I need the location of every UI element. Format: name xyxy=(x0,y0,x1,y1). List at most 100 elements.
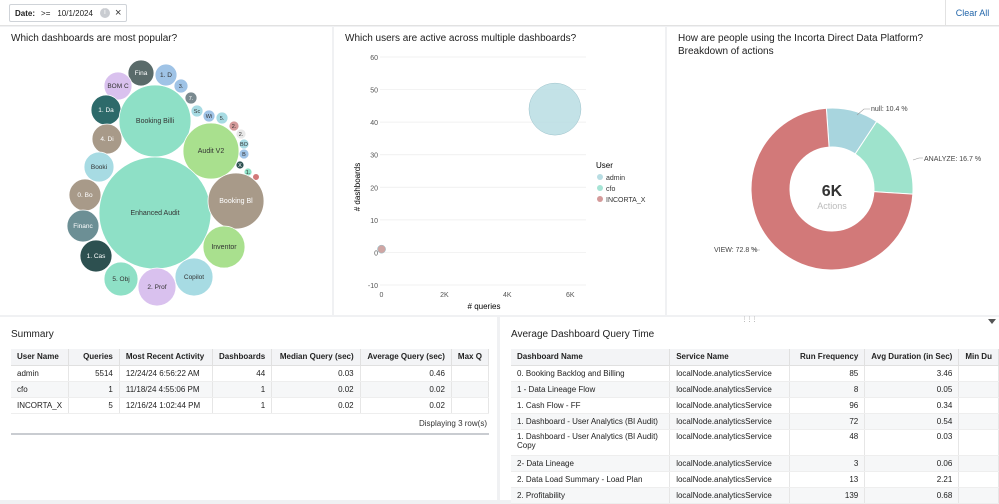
donut-center-value: 6K xyxy=(822,183,843,200)
dashboard-bubble[interactable] xyxy=(228,120,240,132)
x-tick-label: 2K xyxy=(440,292,449,299)
chevron-down-icon[interactable] xyxy=(988,319,996,324)
dashboard-bubble[interactable] xyxy=(190,104,204,118)
table-cell: cfo xyxy=(11,381,70,398)
table-cell xyxy=(958,381,999,398)
bubble-label: 1. Da xyxy=(98,107,114,114)
table-row[interactable]: admin 5514 12/24/24 6:56:22 AM 44 0.03 0… xyxy=(11,365,490,382)
table-cell: 13 xyxy=(789,471,866,488)
legend-label[interactable]: admin xyxy=(606,175,625,182)
y-tick-label: -10 xyxy=(368,283,378,290)
column-header[interactable]: Service Name xyxy=(669,349,790,366)
column-header[interactable]: Avg Duration (in Sec) xyxy=(864,349,960,366)
column-header[interactable]: Dashboards xyxy=(212,349,273,366)
dashboard-bubble[interactable] xyxy=(202,109,216,123)
column-header[interactable]: Most Recent Activity xyxy=(119,349,213,366)
bubble-label: 5. Obj xyxy=(112,276,129,283)
table-cell: 0.54 xyxy=(864,413,960,430)
filter-bar: Date: >= 10/1/2024 i × Clear All xyxy=(0,0,999,26)
dashboard-bubble[interactable] xyxy=(83,151,115,183)
x-tick-label: 4K xyxy=(503,292,512,299)
panel-resize-handle[interactable]: ⋮⋮⋮ xyxy=(741,317,758,323)
bubble-label: 1. Cas xyxy=(87,253,107,260)
column-header[interactable]: Queries xyxy=(68,349,120,366)
table-cell: 8 xyxy=(789,381,866,398)
table-cell: 1 xyxy=(212,381,273,398)
table-row[interactable]: cfo 1 11/18/24 4:55:06 PM 1 0.02 0.02 xyxy=(11,381,490,398)
dashboard-bubble[interactable] xyxy=(182,122,240,180)
column-header[interactable]: Median Query (sec) xyxy=(271,349,361,366)
legend-marker xyxy=(597,174,603,180)
scatter-point-incorta_x[interactable] xyxy=(377,244,386,254)
dashboard-bubble[interactable] xyxy=(127,59,155,87)
column-header[interactable]: Run Frequency xyxy=(789,349,866,366)
table-row[interactable]: 1. Dashboard - User Analytics (BI Audit)… xyxy=(511,429,999,456)
row-count: Displaying 3 row(s) xyxy=(418,419,487,428)
panel-title: Average Dashboard Query Time xyxy=(511,329,655,340)
table-row[interactable]: 1. Dashboard - User Analytics (BI Audit)… xyxy=(511,413,999,430)
y-tick-label: 0 xyxy=(374,250,378,257)
dashboard-bubble[interactable] xyxy=(238,148,250,160)
dashboard-bubble[interactable] xyxy=(79,239,113,273)
donut-chart: 6K Actions null: 10.4 % ANALYZE: 16.7 % … xyxy=(714,106,981,271)
table-cell: localNode.analyticsService xyxy=(669,487,790,504)
date-filter-chip[interactable]: Date: >= 10/1/2024 i × xyxy=(9,4,128,22)
info-icon[interactable]: i xyxy=(99,8,110,18)
table-cell xyxy=(451,365,490,382)
bubble-label: Audit V2 xyxy=(198,148,225,155)
table-row[interactable]: 1 - Data Lineage Flow localNode.analytics… xyxy=(511,381,999,398)
table-cell: localNode.analyticsService xyxy=(669,429,790,456)
donut-slice-view[interactable] xyxy=(750,107,914,271)
table-row[interactable]: 0. Booking Backlog and Billing localNode.… xyxy=(511,365,999,382)
bubble-label: Booking Bl xyxy=(219,198,253,205)
dashboard-bubble[interactable] xyxy=(137,267,177,307)
dashboard-bubble[interactable] xyxy=(173,78,189,94)
dashboard-bubble[interactable] xyxy=(174,257,214,297)
table-cell xyxy=(958,429,999,456)
bubble-label: Financ xyxy=(73,223,93,230)
close-icon[interactable]: × xyxy=(114,7,122,19)
bubble-label: 3. xyxy=(179,84,184,90)
table-cell: 1. Cash Flow - FF xyxy=(511,397,671,414)
bubble-label: Booking Billi xyxy=(136,118,175,125)
legend-marker xyxy=(597,196,603,202)
table-cell: 2. Profitability xyxy=(511,487,671,504)
table-row[interactable]: INCORTA_X 5 12/16/24 1:02:44 PM 1 0.02 0… xyxy=(11,397,490,414)
table-row[interactable]: 2. Data Load Summary - Load Plan localNod… xyxy=(511,471,999,488)
column-header[interactable]: User Name xyxy=(11,349,70,366)
dashboard-bubble[interactable] xyxy=(235,160,245,170)
bubble[interactable] xyxy=(253,174,259,180)
horizontal-scrollbar[interactable] xyxy=(11,433,489,435)
dashboard-bubble[interactable] xyxy=(66,209,100,243)
column-header[interactable]: Average Query (sec) xyxy=(360,349,452,366)
dashboard-bubble[interactable] xyxy=(207,172,265,230)
bubble-label: 4. Di xyxy=(100,136,113,143)
scatter-point-admin[interactable] xyxy=(528,82,582,136)
table-cell: 0.03 xyxy=(864,429,960,456)
avg-query-time-panel: Average Dashboard Query Time Dashboard N… xyxy=(500,317,999,504)
table-row[interactable]: 1. Cash Flow - FF localNode.analyticsServ… xyxy=(511,397,999,414)
bubble-label: 2. Prof xyxy=(147,284,166,291)
dashboard-bubble[interactable] xyxy=(103,71,133,101)
legend-label[interactable]: cfo xyxy=(606,186,615,193)
clear-all-button[interactable]: Clear All xyxy=(945,0,999,26)
table-cell: 2.21 xyxy=(864,471,960,488)
legend-label[interactable]: INCORTA_X xyxy=(606,197,646,204)
dashboard-bubble[interactable] xyxy=(215,111,229,125)
column-header[interactable]: Max Q xyxy=(451,349,490,366)
table-row[interactable]: 2. Profitability localNode.analyticsServi… xyxy=(511,487,999,504)
bubble-label: Enhanced Audit xyxy=(130,210,179,217)
column-header[interactable]: Min Du xyxy=(958,349,999,366)
dashboard-bubble[interactable] xyxy=(184,91,198,105)
dashboard-bubble[interactable] xyxy=(103,261,139,297)
active-users-panel: Which users are active across multiple d… xyxy=(334,27,665,315)
bubble-label: BOM C xyxy=(107,83,129,90)
y-tick-label: 10 xyxy=(370,218,378,225)
table-row[interactable]: 2- Data Lineage localNode.analyticsServic… xyxy=(511,455,999,472)
dashboard-bubble[interactable] xyxy=(154,63,178,87)
dashboard-bubble[interactable] xyxy=(235,128,247,140)
table-cell: localNode.analyticsService xyxy=(669,381,790,398)
dashboard-bubble[interactable] xyxy=(202,225,246,269)
column-header[interactable]: Dashboard Name xyxy=(511,349,671,366)
table-cell: 1. Dashboard - User Analytics (BI Audit) xyxy=(511,413,671,430)
